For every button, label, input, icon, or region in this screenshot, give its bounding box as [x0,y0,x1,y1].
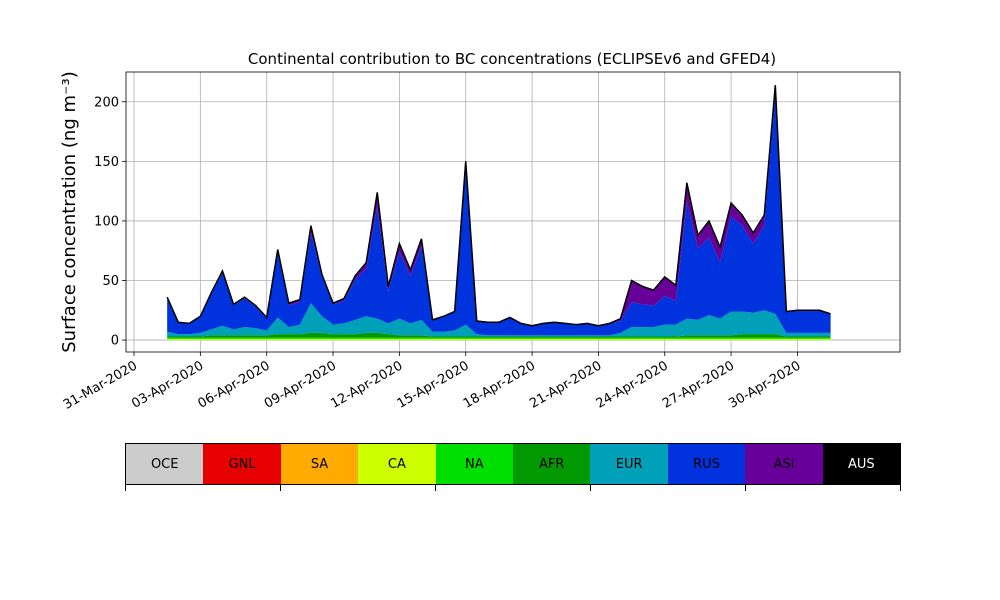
colorbar-ticks [125,485,901,493]
colorbar-legend: OCE GNL SA CA NA AFR EUR RUS ASI AUS [125,443,901,485]
area-layer [166,85,831,341]
legend-item-eur: EUR [590,444,668,484]
x-tick-label: 18-Apr-2020 [461,358,538,411]
x-tick-label: 03-Apr-2020 [129,358,206,411]
colorbar-tick [900,485,901,491]
chart-title: Continental contribution to BC concentra… [248,50,776,68]
y-axis-label: Surface concentration (ng m⁻³) [59,71,80,353]
x-tick-label: 15-Apr-2020 [395,358,472,411]
legend-item-afr: AFR [513,444,591,484]
y-tick-label: 0 [111,334,119,349]
x-tick-label: 30-Apr-2020 [726,358,803,411]
legend-item-rus: RUS [667,444,746,484]
y-tick-label: 50 [102,274,119,289]
colorbar-tick [590,485,591,491]
legend-item-aus: AUS [822,444,901,484]
legend-item-gnl: GNL [203,444,281,484]
x-tick-label: 21-Apr-2020 [527,358,604,411]
y-tick-label: 100 [94,214,119,229]
area-eur [167,303,831,337]
legend-item-ca: CA [358,444,436,484]
colorbar-tick [125,485,126,491]
legend-item-asi: ASI [745,444,823,484]
area-ca [167,338,831,341]
x-tick-label: 31-Mar-2020 [61,358,140,412]
colorbar-tick [745,485,746,491]
colorbar-tick [435,485,436,491]
legend-item-na: NA [435,444,514,484]
x-tick-label: 24-Apr-2020 [594,358,671,411]
area-na [167,337,831,339]
x-tick-label: 06-Apr-2020 [196,358,273,411]
y-tick-label: 200 [94,95,119,110]
colorbar-tick [280,485,281,491]
legend-item-oce: OCE [126,444,204,484]
plot-frame [125,71,901,353]
area-rus [167,93,831,336]
legend-item-sa: SA [280,444,359,484]
x-tick-label: 27-Apr-2020 [660,358,737,411]
total-line [166,85,831,327]
y-tick-label: 150 [94,155,119,170]
x-tick-label: 12-Apr-2020 [328,358,405,411]
x-tick-label: 09-Apr-2020 [262,358,339,411]
